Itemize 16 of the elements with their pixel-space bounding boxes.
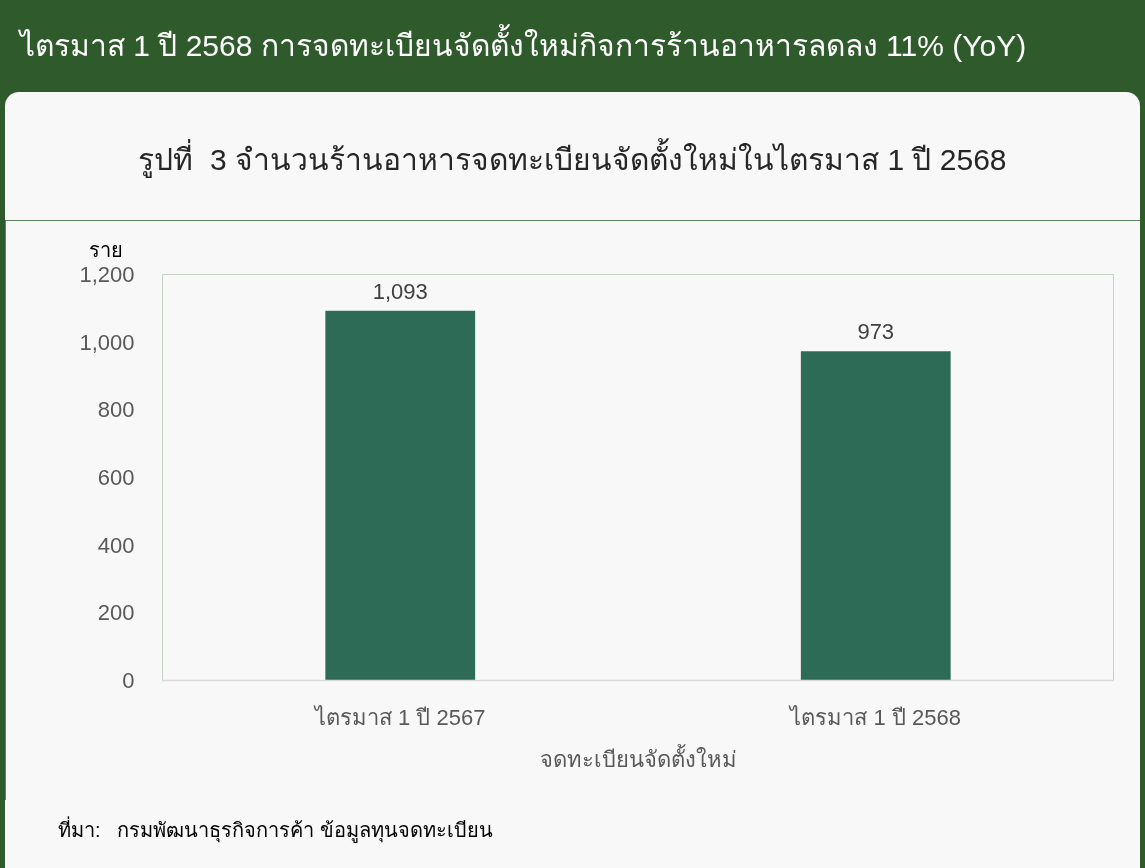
x-axis-title: จดทะเบียนจัดตั้งใหม่ (539, 743, 737, 772)
y-tick-label: 1,200 (79, 262, 135, 287)
y-tick-label: 1,000 (79, 329, 135, 355)
x-tick-label: ไตรมาส 1 ปี 2567 (312, 704, 486, 730)
text: ที่มา: กรมพัฒนาธุรกิจการค้า ข้อมูลทุนจดทะเบียน (58, 815, 493, 845)
x-tick-label: ไตรมาส 1 ปี 2568 (788, 704, 962, 730)
chart-subtitle: รูปที่ 3 จำนวนร้านอาหารจดทะเบียนจัดตั้งใหม่ในไตรมาส 1 ปี 2568 (138, 137, 1007, 180)
y-tick-label: 200 (97, 600, 135, 626)
y-tick-label: 0 (122, 668, 135, 693)
data-label: 1,093 (372, 278, 428, 304)
y-tick-label: 400 (97, 532, 135, 558)
chart-title: ไตรมาส 1 ปี 2568 การจดทะเบียนจัดตั้งใหม่กิจการร้านอาหารลดลง 11% (YoY) (20, 23, 1027, 64)
data-label: 973 (857, 319, 895, 345)
y-tick-label: 800 (97, 397, 135, 423)
y-axis-title: ราย (88, 238, 123, 261)
y-tick-label: 600 (97, 465, 135, 490)
